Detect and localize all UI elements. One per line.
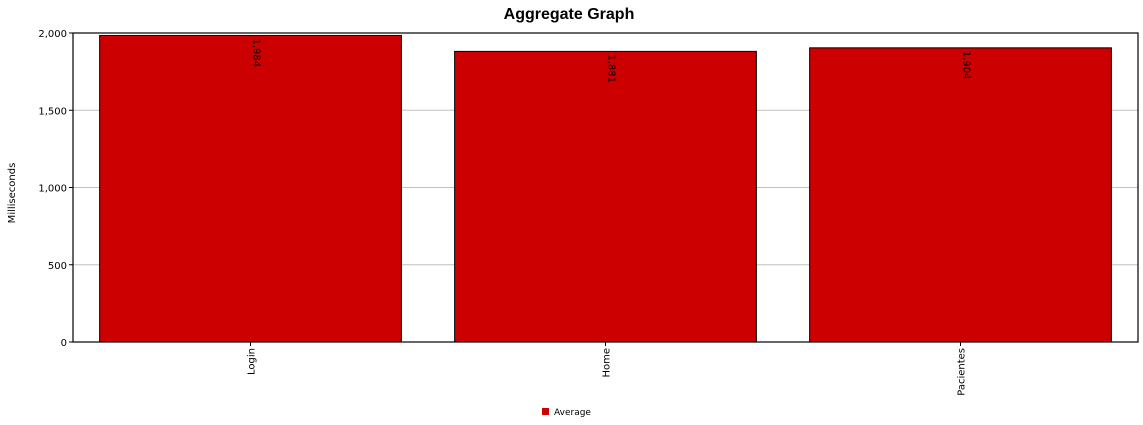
- data-label-login: 1,984: [251, 38, 262, 67]
- y-tick-label: 500: [48, 261, 67, 272]
- x-tick-label-home: Home: [602, 348, 613, 378]
- data-label-home: 1,881: [606, 54, 617, 83]
- legend-swatch: [542, 408, 549, 415]
- y-axis-label: Milliseconds: [7, 163, 18, 224]
- bar-login: [99, 34, 402, 343]
- data-label-pacientes: 1,904: [961, 51, 972, 80]
- y-tick-label: 0: [61, 338, 67, 349]
- bars: 1,984 1,881 1,904: [99, 34, 1112, 343]
- x-tick-label-login: Login: [247, 348, 258, 375]
- legend: Average: [542, 408, 591, 418]
- legend-label: Average: [554, 408, 591, 418]
- x-tick-label-pacientes: Pacientes: [957, 348, 968, 396]
- chart-title: Aggregate Graph: [504, 6, 635, 23]
- bar-pacientes: [809, 47, 1112, 343]
- x-axis-ticks: Login Home Pacientes: [247, 342, 968, 396]
- y-tick-label: 1,500: [38, 106, 67, 117]
- bar-home: [454, 50, 757, 343]
- y-axis-ticks: 0 500 1,000 1,500 2,000: [38, 29, 73, 349]
- y-tick-label: 2,000: [38, 29, 67, 40]
- y-tick-label: 1,000: [38, 184, 67, 195]
